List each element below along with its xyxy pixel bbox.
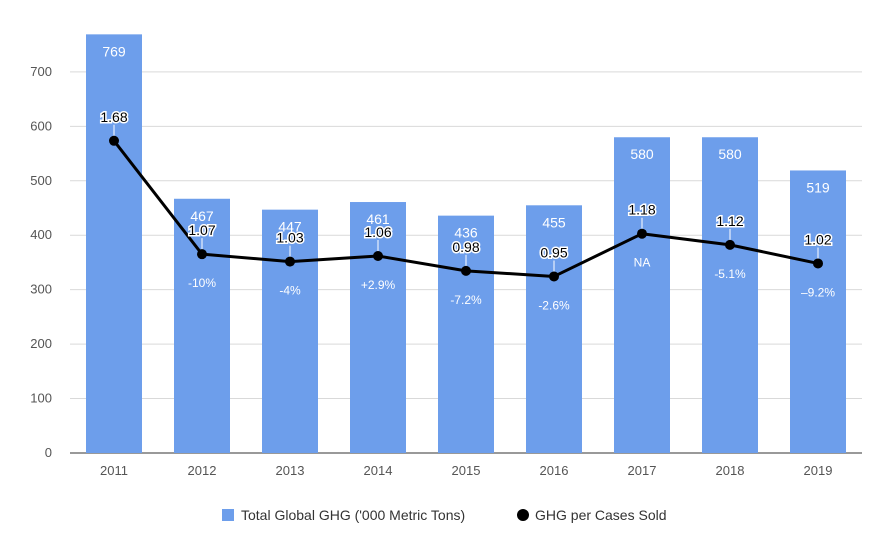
y-tick-label: 200	[30, 336, 52, 351]
bar-data-label: 455	[542, 214, 566, 230]
change-label: NA	[634, 256, 651, 270]
bar	[702, 137, 758, 454]
bar	[526, 205, 582, 453]
bar-data-label: 580	[718, 146, 742, 162]
change-label: –9.2%	[801, 285, 835, 299]
x-tick-label: 2015	[452, 463, 481, 478]
x-tick-label: 2018	[716, 463, 745, 478]
bar-data-label: 461	[366, 211, 390, 227]
bar	[86, 34, 142, 454]
point-data-label: 1.02	[804, 231, 831, 247]
point-data-label: 0.98	[452, 239, 479, 255]
x-tick-label: 2013	[276, 463, 305, 478]
y-tick-label: 300	[30, 282, 52, 297]
data-point	[637, 228, 647, 239]
y-tick-label: 500	[30, 173, 52, 188]
data-point	[813, 258, 823, 269]
change-label: +2.9%	[361, 278, 396, 292]
data-point	[373, 251, 383, 262]
bar-data-label: 467	[190, 208, 214, 224]
change-label: -7.2%	[450, 293, 482, 307]
data-point	[725, 239, 735, 250]
y-tick-label: 100	[30, 391, 52, 406]
y-tick-label: 0	[45, 445, 52, 460]
x-tick-label: 2014	[364, 463, 393, 478]
legend: Total Global GHG ('000 Metric Tons) GHG p…	[222, 507, 667, 523]
y-tick-label: 700	[30, 64, 52, 79]
x-tick-label: 2011	[100, 463, 128, 478]
data-point	[109, 135, 119, 146]
x-tick-label: 2016	[540, 463, 569, 478]
point-data-label: 0.95	[540, 244, 567, 260]
legend-swatch-line	[517, 509, 529, 521]
point-data-label: 1.68	[100, 109, 127, 125]
point-data-label: 1.07	[188, 222, 215, 238]
point-data-label: 1.06	[364, 224, 391, 240]
y-axis: 0 100 200 300 400 500 600 700	[30, 64, 52, 460]
bar	[790, 170, 846, 453]
change-label: -5.1%	[714, 267, 746, 281]
data-point	[285, 256, 295, 267]
y-tick-label: 600	[30, 118, 52, 133]
legend-label-line: GHG per Cases Sold	[535, 507, 667, 523]
legend-swatch-bar	[222, 509, 234, 521]
x-tick-label: 2019	[804, 463, 833, 478]
change-label: -2.6%	[538, 298, 570, 312]
change-label: -4%	[279, 284, 301, 298]
bar-data-label: 769	[102, 43, 126, 59]
bar-data-label: 447	[278, 219, 302, 235]
bar-data-label: 519	[806, 179, 830, 195]
bar-data-label: 580	[630, 146, 654, 162]
data-point	[197, 249, 207, 260]
bar	[614, 137, 670, 454]
data-point	[461, 265, 471, 276]
point-data-label: 1.18	[628, 202, 655, 218]
x-tick-label: 2017	[628, 463, 657, 478]
point-data-label: 1.12	[716, 213, 743, 229]
line-series: 1.68 1.07 1.03 1.06 0.98 0.95 1.18 1.12 1.02	[99, 107, 833, 282]
x-tick-label: 2012	[188, 463, 217, 478]
change-label: -10%	[188, 276, 216, 290]
legend-label-bar: Total Global GHG ('000 Metric Tons)	[241, 507, 465, 523]
point-data-label: 1.03	[276, 230, 303, 246]
data-point	[549, 271, 559, 282]
bar-data-label: 436	[454, 225, 478, 241]
y-tick-label: 400	[30, 227, 52, 242]
x-axis: 2011 2012 2013 2014 2015 2016 2017 2018 2019	[100, 463, 832, 478]
